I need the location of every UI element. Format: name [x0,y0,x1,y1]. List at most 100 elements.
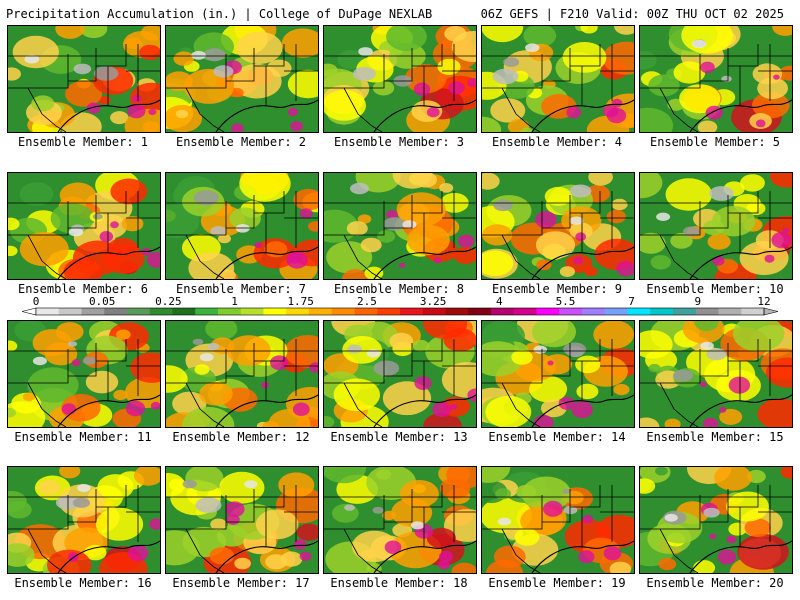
colorbar-tick-label: 1.75 [287,296,314,308]
ensemble-panel-7 [165,172,319,280]
colorbar-tick-label: 2.5 [357,296,377,308]
colorbar-swatch [263,308,287,315]
ensemble-member-label: Ensemble Member: 2 [175,135,307,149]
colorbar-tick-label: 12 [757,296,770,308]
colorbar-tick-label: 9 [694,296,701,308]
colorbar-swatch [445,308,469,315]
precip-map [166,321,318,427]
ensemble-panel-16 [7,466,161,574]
colorbar-swatch [149,308,173,315]
ensemble-member-label: Ensemble Member: 19 [488,576,626,590]
colorbar-swatch [422,308,446,315]
colorbar-swatch [650,308,674,315]
ensemble-member-label: Ensemble Member: 8 [333,282,465,296]
colorbar-tick-label: 4 [496,296,503,308]
colorbar-swatch [559,308,583,315]
precip-colorbar: 0 0.05 0.25 1 1.75 2.5 3.25 4 5.5 7 9 12 [21,296,779,316]
colorbar-swatch [536,308,560,315]
precip-map [640,173,792,279]
precip-map [166,26,318,132]
ensemble-panel-19 [481,466,635,574]
ensemble-panel-18 [323,466,477,574]
ensemble-panel-14 [481,320,635,428]
precip-map [166,173,318,279]
colorbar-swatch [58,308,82,315]
ensemble-panel-15 [639,320,793,428]
ensemble-member-label: Ensemble Member: 4 [491,135,623,149]
colorbar-swatch [741,308,765,315]
ensemble-member-label: Ensemble Member: 3 [333,135,465,149]
ensemble-member-label: Ensemble Member: 11 [14,430,152,444]
precip-map [640,467,792,573]
ensemble-panel-6 [7,172,161,280]
precip-map [8,173,160,279]
ensemble-panel-9 [481,172,635,280]
precip-map [324,467,476,573]
ensemble-member-label: Ensemble Member: 14 [488,430,626,444]
colorbar-swatch [400,308,424,315]
ensemble-member-label: Ensemble Member: 9 [491,282,623,296]
colorbar-swatch [627,308,651,315]
ensemble-panel-3 [323,25,477,133]
colorbar-tick-label: 1 [231,296,238,308]
colorbar-swatch [604,308,628,315]
colorbar-tick-label: 0 [33,296,40,308]
precip-map [8,467,160,573]
colorbar-swatch [513,308,537,315]
colorbar-swatch [491,308,515,315]
ensemble-member-label: Ensemble Member: 12 [172,430,310,444]
ensemble-member-label: Ensemble Member: 17 [172,576,310,590]
ensemble-member-label: Ensemble Member: 10 [646,282,784,296]
colorbar-swatch [240,308,264,315]
ensemble-panel-10 [639,172,793,280]
precip-map [324,321,476,427]
colorbar-swatch [36,308,60,315]
precip-map [482,467,634,573]
precip-map [482,173,634,279]
colorbar-swatch [695,308,719,315]
ensemble-member-label: Ensemble Member: 20 [646,576,784,590]
colorbar-swatch [718,308,742,315]
precip-map [640,26,792,132]
colorbar-swatch [673,308,697,315]
colorbar-swatch [104,308,128,315]
colorbar-swatch [218,308,242,315]
ensemble-member-label: Ensemble Member: 16 [14,576,152,590]
ensemble-member-label: Ensemble Member: 6 [17,282,149,296]
colorbar-swatch [468,308,492,315]
colorbar-swatch [127,308,151,315]
precip-map [8,321,160,427]
ensemble-panel-11 [7,320,161,428]
ensemble-panel-2 [165,25,319,133]
colorbar-tick-label: 5.5 [556,296,576,308]
colorbar-tick-label: 7 [628,296,635,308]
ensemble-panel-12 [165,320,319,428]
colorbar-swatch [354,308,378,315]
ensemble-member-label: Ensemble Member: 18 [330,576,468,590]
ensemble-member-label: Ensemble Member: 13 [330,430,468,444]
ensemble-panel-17 [165,466,319,574]
ensemble-member-label: Ensemble Member: 15 [646,430,784,444]
colorbar-min-arrow [21,307,37,316]
precip-map [166,467,318,573]
precip-map [482,26,634,132]
ensemble-panel-20 [639,466,793,574]
precip-map [640,321,792,427]
ensemble-panel-13 [323,320,477,428]
ensemble-member-label: Ensemble Member: 5 [649,135,781,149]
colorbar-swatch [331,308,355,315]
ensemble-panel-4 [481,25,635,133]
colorbar-tick-label: 3.25 [420,296,447,308]
ensemble-member-label: Ensemble Member: 1 [17,135,149,149]
precip-map [482,321,634,427]
ensemble-panel-1 [7,25,161,133]
colorbar-swatch [81,308,105,315]
colorbar-tick-label: 0.25 [155,296,182,308]
ensemble-panel-8 [323,172,477,280]
colorbar-swatch [309,308,333,315]
colorbar-swatch [172,308,196,315]
colorbar-max-arrow [763,307,779,316]
colorbar-swatch [582,308,606,315]
precip-map [324,26,476,132]
colorbar-tick-label: 0.05 [89,296,116,308]
